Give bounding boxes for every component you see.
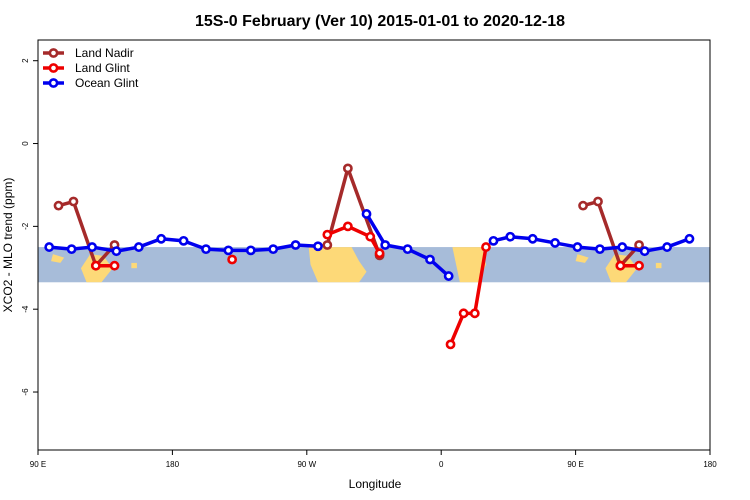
map-band bbox=[38, 247, 710, 283]
map-land-3 bbox=[51, 254, 65, 263]
legend-marker-1 bbox=[48, 63, 59, 73]
legend-marker-2 bbox=[48, 78, 59, 88]
chart-title: 15S-0 February (Ver 10) 2015-01-01 to 20… bbox=[195, 13, 565, 30]
point-1-2-1 bbox=[342, 221, 353, 232]
point-2-1-1 bbox=[380, 240, 391, 250]
y-tick-label-2: -2 bbox=[21, 222, 30, 230]
point-2-0-9 bbox=[245, 245, 256, 256]
point-0-0-0 bbox=[53, 200, 64, 211]
series-line-0-0 bbox=[58, 199, 116, 268]
point-2-0-4 bbox=[133, 242, 144, 252]
map-land-0 bbox=[308, 247, 367, 283]
series-line-1-3 bbox=[448, 246, 488, 346]
point-2-1-3 bbox=[425, 254, 435, 265]
point-0-1-1 bbox=[342, 163, 353, 174]
map-land-6 bbox=[131, 262, 137, 269]
point-2-0-2 bbox=[87, 242, 98, 252]
x-tick-label-1: 180 bbox=[166, 460, 180, 469]
point-2-2-4 bbox=[572, 242, 583, 252]
point-2-0-12 bbox=[313, 241, 323, 252]
point-2-1-2 bbox=[402, 244, 413, 255]
point-2-1-4 bbox=[443, 271, 454, 281]
point-1-0-0 bbox=[90, 260, 101, 271]
point-2-0-0 bbox=[44, 242, 55, 252]
point-2-2-3 bbox=[550, 238, 560, 248]
series-line-0-2 bbox=[582, 199, 641, 268]
legend-label-1: Land Glint bbox=[75, 61, 130, 75]
point-1-0-1 bbox=[109, 260, 120, 271]
point-1-2-3 bbox=[374, 248, 385, 259]
point-0-0-1 bbox=[68, 196, 79, 207]
point-1-3-1 bbox=[458, 308, 469, 319]
x-tick-label-3: 0 bbox=[439, 460, 444, 469]
point-0-2-0 bbox=[578, 200, 588, 211]
point-1-3-3 bbox=[481, 242, 491, 252]
point-1-3-0 bbox=[445, 339, 456, 350]
y-tick-label-3: -4 bbox=[21, 305, 30, 313]
point-2-2-6 bbox=[617, 242, 628, 252]
point-2-2-7 bbox=[639, 246, 650, 257]
series-land-glint bbox=[90, 221, 644, 350]
point-1-4-0 bbox=[615, 260, 626, 271]
point-1-2-0 bbox=[322, 229, 333, 240]
x-tick-label-4: 90 E bbox=[567, 460, 583, 469]
point-1-4-1 bbox=[634, 260, 644, 271]
point-2-2-2 bbox=[527, 233, 538, 244]
series-ocean-glint bbox=[44, 209, 695, 281]
x-axis: 90 E 180 90 W 0 90 E 180 bbox=[30, 450, 717, 469]
y-tick-label-4: -6 bbox=[21, 388, 30, 396]
y-tick-label-1: 0 bbox=[21, 141, 30, 146]
x-tick-label-5: 180 bbox=[703, 460, 717, 469]
point-1-3-2 bbox=[469, 308, 480, 319]
map-land-1 bbox=[452, 247, 486, 283]
point-2-2-5 bbox=[594, 244, 605, 255]
point-2-2-0 bbox=[488, 235, 499, 246]
point-2-0-10 bbox=[268, 244, 279, 255]
map-land-5 bbox=[575, 254, 589, 263]
point-2-0-7 bbox=[201, 244, 211, 255]
point-2-2-8 bbox=[662, 242, 672, 252]
point-2-0-11 bbox=[290, 240, 301, 250]
point-2-0-5 bbox=[156, 233, 167, 244]
point-1-1-0 bbox=[227, 254, 238, 265]
point-2-2-1 bbox=[505, 231, 516, 242]
x-axis-label: Longitude bbox=[349, 477, 402, 491]
point-2-0-3 bbox=[111, 246, 122, 257]
legend-label-2: Ocean Glint bbox=[75, 76, 139, 90]
map-land-7 bbox=[655, 262, 662, 269]
y-axis: 2 0 -2 -4 -6 bbox=[21, 58, 38, 396]
series-layer bbox=[44, 163, 695, 350]
series-line-2-2 bbox=[493, 234, 691, 253]
point-0-2-1 bbox=[593, 196, 603, 207]
point-2-2-9 bbox=[684, 233, 695, 244]
point-2-0-1 bbox=[66, 244, 77, 255]
legend-label-0: Land Nadir bbox=[75, 46, 134, 60]
point-2-0-8 bbox=[223, 245, 234, 256]
y-tick-label-0: 2 bbox=[21, 58, 30, 63]
point-1-2-2 bbox=[365, 231, 376, 242]
point-2-0-6 bbox=[178, 235, 189, 246]
plot-frame bbox=[37, 39, 711, 451]
series-line-1-2 bbox=[326, 224, 382, 255]
y-axis-label: XCO2 - MLO trend (ppm) bbox=[1, 178, 15, 313]
point-0-1-0 bbox=[322, 240, 333, 250]
point-2-1-0 bbox=[361, 209, 372, 219]
x-tick-label-0: 90 E bbox=[30, 460, 46, 469]
legend-marker-0 bbox=[48, 48, 59, 58]
x-tick-label-2: 90 W bbox=[297, 460, 316, 469]
